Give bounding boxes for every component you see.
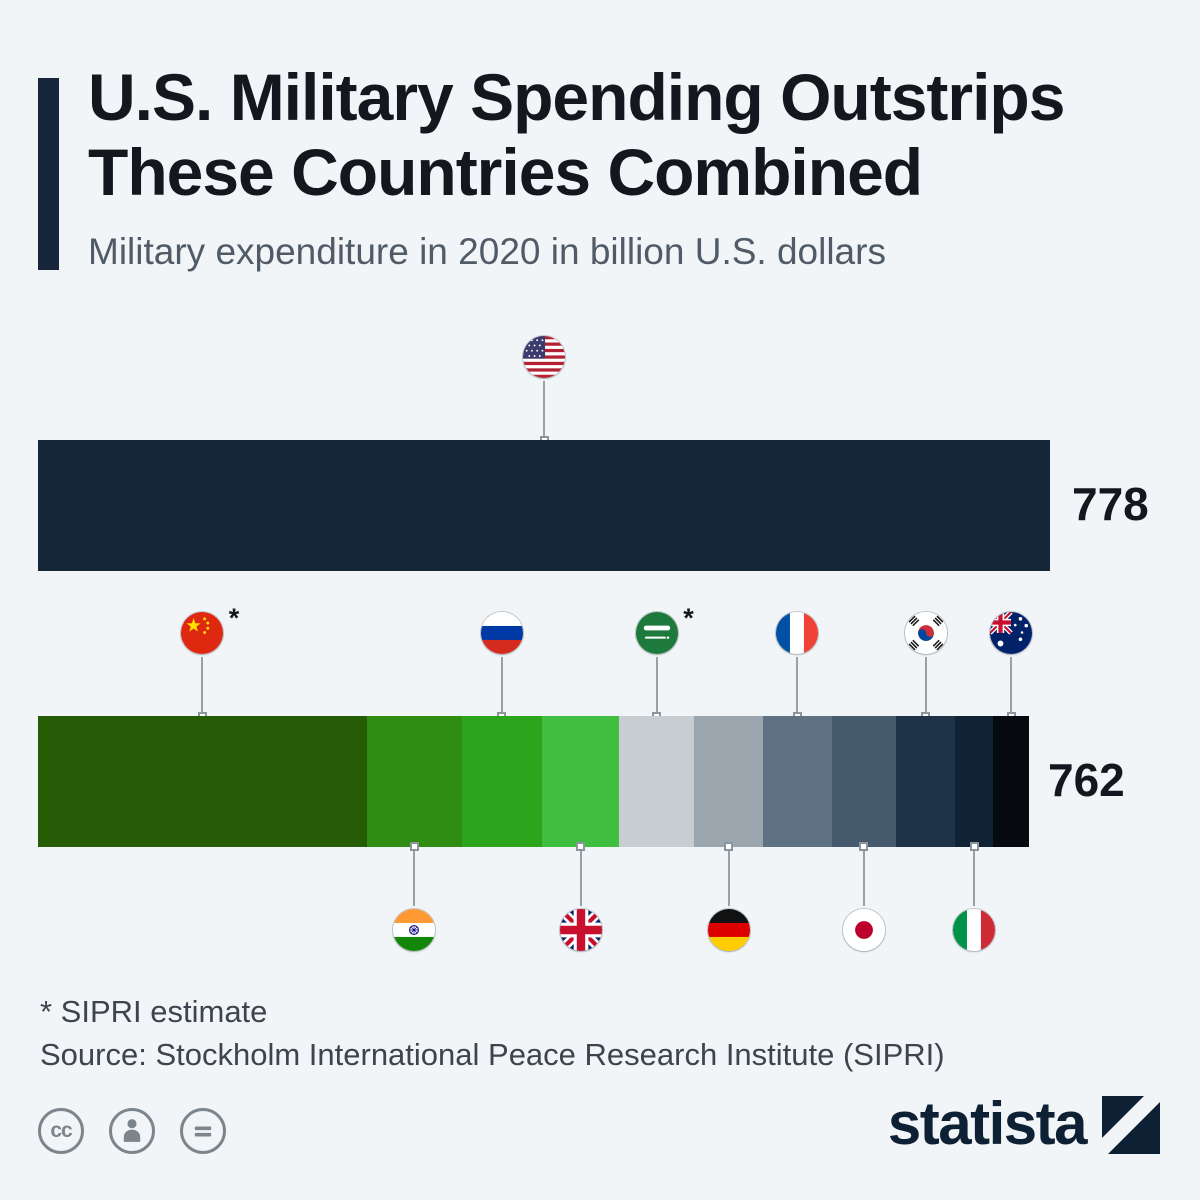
flagwrap-india <box>393 909 436 951</box>
connector-line <box>543 381 545 436</box>
connector-marker <box>969 842 979 851</box>
attribution-icon[interactable] <box>109 1108 155 1154</box>
flag-callout-united-kingdom <box>559 842 602 951</box>
de-flag-icon <box>707 909 750 951</box>
us-flag-icon <box>523 336 565 378</box>
us-callout-row <box>38 336 1050 445</box>
flagwrap-russia <box>480 612 523 654</box>
connector-line <box>862 851 865 906</box>
connector-marker <box>576 842 586 851</box>
connector-marker <box>409 842 419 851</box>
person-glyph <box>123 1119 141 1142</box>
license-icons: cc <box>38 1108 226 1154</box>
bar-segment-japan <box>831 716 896 847</box>
us-flag-callout <box>523 336 565 445</box>
equal-icon[interactable] <box>180 1108 226 1154</box>
estimate-asterisk: * <box>683 603 694 633</box>
bar-segment-south-korea <box>895 716 956 847</box>
connector-line <box>1010 657 1013 712</box>
flag-callout-russia <box>480 612 523 721</box>
chart-title: U.S. Military Spending Outstrips These C… <box>88 60 1065 210</box>
flag-callout-australia <box>990 612 1033 721</box>
kr-flag-icon <box>904 612 947 654</box>
equal-glyph <box>194 1126 212 1137</box>
us-bar <box>38 440 1050 571</box>
connector-line <box>500 657 503 712</box>
connector-line <box>973 851 976 906</box>
bar-segment-china <box>38 716 367 847</box>
bar-segment-italy <box>955 716 994 847</box>
flagwrap-china: * <box>181 603 239 654</box>
statista-wordmark: statista <box>887 1090 1088 1157</box>
connector-line <box>727 851 730 906</box>
fr-flag-icon <box>776 612 819 654</box>
bar-segment-india <box>366 716 462 847</box>
connector-line <box>579 851 582 906</box>
flagwrap-saudi-arabia: * <box>635 603 694 654</box>
connector-marker <box>859 842 869 851</box>
bar-segment-saudi-arabia <box>619 716 695 847</box>
cn-flag-icon <box>181 612 224 654</box>
flag-callout-china: * <box>181 603 239 721</box>
bar-segment-germany <box>694 716 764 847</box>
flagwrap-japan <box>842 909 885 951</box>
chart-subtitle: Military expenditure in 2020 in billion … <box>88 231 886 272</box>
flag-callout-italy <box>953 842 996 951</box>
flag-callout-saudi-arabia: * <box>635 603 694 721</box>
gb-flag-icon <box>559 909 602 951</box>
connector-line <box>413 851 416 906</box>
au-flag-icon <box>990 612 1033 654</box>
source-line: Source: Stockholm International Peace Re… <box>40 1037 945 1072</box>
statista-logo[interactable]: statista <box>888 1094 1160 1154</box>
flagwrap-france <box>776 612 819 654</box>
combined-bar <box>38 716 1029 847</box>
callouts-below <box>38 842 1029 951</box>
flag-callout-japan <box>842 842 885 951</box>
it-flag-icon <box>953 909 996 951</box>
flagwrap-united-kingdom <box>559 909 602 951</box>
bar-segment-australia <box>993 716 1029 847</box>
jp-flag-icon <box>842 909 885 951</box>
bar-segment-russia <box>461 716 543 847</box>
us-value: 778 <box>1072 478 1149 530</box>
flagwrap-germany <box>707 909 750 951</box>
connector-line <box>924 657 927 712</box>
bar-segment-united-kingdom <box>542 716 620 847</box>
flagwrap-australia <box>990 612 1033 654</box>
connector-line <box>201 657 204 712</box>
sa-flag-icon <box>635 612 678 654</box>
flagwrap-italy <box>953 909 996 951</box>
flag-callout-india <box>393 842 436 951</box>
estimate-footnote: * SIPRI estimate <box>40 994 268 1029</box>
connector-line <box>796 657 799 712</box>
combined-value: 762 <box>1048 754 1125 806</box>
cc-icon[interactable]: cc <box>38 1108 84 1154</box>
flag-callout-france <box>776 612 819 721</box>
statista-mark-icon <box>1102 1096 1160 1154</box>
flag-callout-germany <box>707 842 750 951</box>
in-flag-icon <box>393 909 436 951</box>
flag-callout-south-korea <box>904 612 947 721</box>
flagwrap-south-korea <box>904 612 947 654</box>
ru-flag-icon <box>480 612 523 654</box>
estimate-asterisk: * <box>228 603 240 633</box>
title-accent-bar <box>38 78 59 270</box>
bar-segment-france <box>763 716 832 847</box>
callouts-above: * * <box>38 603 1033 721</box>
connector-line <box>655 657 658 712</box>
us-flagwrap <box>523 336 565 378</box>
connector-marker <box>724 842 734 851</box>
